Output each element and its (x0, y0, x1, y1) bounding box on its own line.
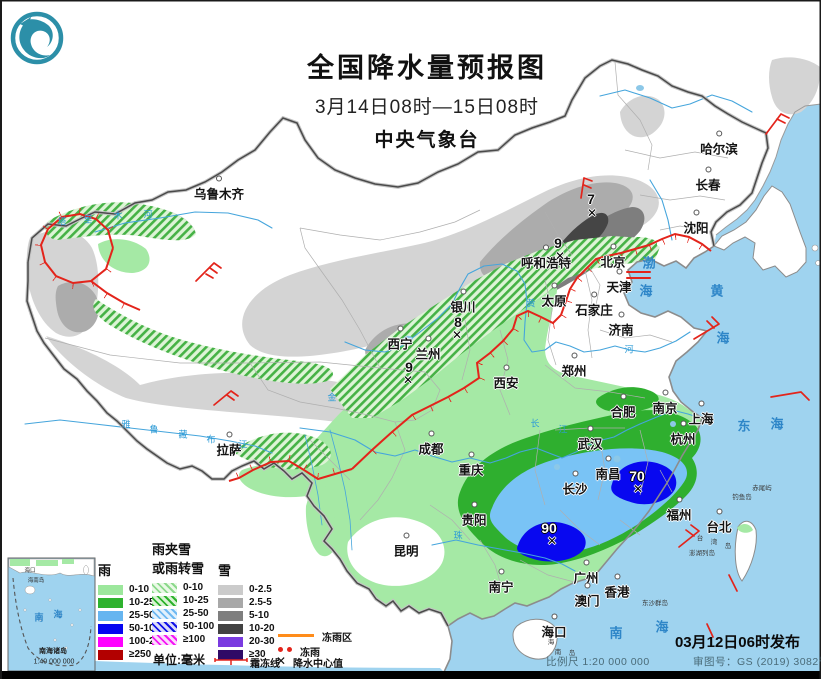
sea-bottom-strip (95, 661, 444, 672)
hainan-island (512, 618, 558, 660)
island (811, 244, 819, 252)
frame-right (819, 0, 821, 679)
russia-coast (715, 103, 821, 236)
inset-map (7, 557, 96, 672)
wind-barb (195, 113, 810, 638)
frost-line (41, 214, 712, 482)
taiwan-island (734, 520, 757, 582)
taiwan-rain-patch (737, 524, 753, 533)
korea-peninsula (713, 185, 807, 278)
cma-logo-icon (10, 11, 64, 65)
bottom-bar (0, 671, 821, 679)
frame-left (0, 0, 2, 679)
frame-top (0, 0, 821, 2)
